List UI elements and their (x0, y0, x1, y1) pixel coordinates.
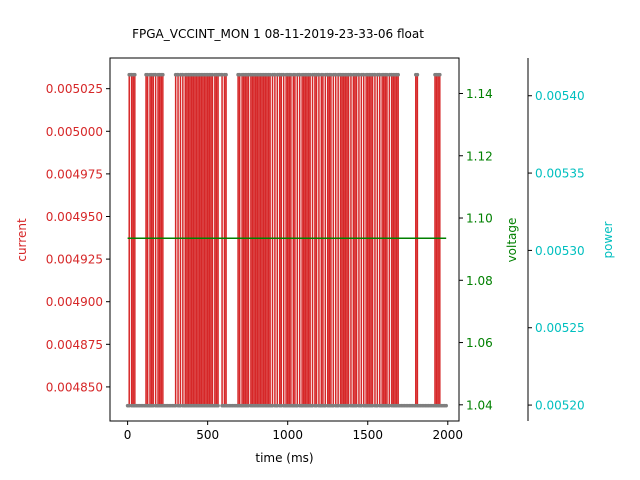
power-axis: 0.00520 0.00525 0.00530 0.00535 0.00540 (527, 58, 585, 421)
current-series-line (127, 73, 447, 407)
voltage-axis-label: voltage (505, 218, 519, 263)
voltage-tick-label: 1.10 (466, 212, 493, 226)
current-axis-label: current (15, 218, 29, 262)
current-tick-label: 0.004925 (46, 253, 103, 267)
current-point (161, 72, 165, 77)
plot-frame (109, 57, 460, 422)
current-series-markers (125, 72, 448, 408)
current-point (224, 72, 228, 77)
current-tick-label: 0.004950 (46, 210, 103, 224)
power-tick-label: 0.00520 (535, 399, 585, 413)
x-axis-label: time (ms) (255, 451, 313, 465)
current-point (396, 72, 400, 77)
current-tick-label: 0.005025 (46, 82, 103, 96)
voltage-tick-label: 1.08 (466, 274, 493, 288)
current-tick-label: 0.004875 (46, 338, 103, 352)
x-tick-label: 0 (124, 428, 132, 442)
current-point (216, 403, 220, 408)
current-point (133, 72, 137, 77)
power-tick-label: 0.00530 (535, 244, 585, 258)
current-tick-label: 0.004900 (46, 295, 103, 309)
voltage-tick-label: 1.12 (466, 149, 493, 163)
chart-title: FPGA_VCCINT_MON 1 08-11-2019-23-33-06 fl… (132, 27, 424, 41)
current-point (415, 72, 420, 77)
current-point (437, 72, 442, 77)
x-tick-label: 500 (196, 428, 219, 442)
x-axis: 0 500 1000 1500 2000 (124, 421, 463, 442)
x-tick-label: 1000 (272, 428, 303, 442)
power-axis-label: power (601, 221, 615, 258)
current-tick-label: 0.005000 (46, 125, 103, 139)
current-tick-label: 0.004975 (46, 167, 103, 181)
voltage-tick-label: 1.06 (466, 336, 493, 350)
current-line (127, 73, 447, 407)
plot-area (109, 57, 460, 422)
power-tick-label: 0.00535 (535, 167, 585, 181)
current-point (444, 403, 448, 408)
voltage-tick-label: 1.14 (466, 87, 493, 101)
voltage-axis: 1.04 1.06 1.08 1.10 1.12 1.14 (459, 87, 493, 412)
power-tick-label: 0.00525 (535, 321, 585, 335)
x-tick-label: 1500 (352, 428, 383, 442)
power-tick-label: 0.00540 (535, 89, 585, 103)
voltage-tick-label: 1.04 (466, 398, 493, 412)
current-axis: 0.004850 0.004875 0.004900 0.004925 0.004950… (46, 82, 110, 394)
current-tick-label: 0.004850 (46, 380, 103, 394)
x-tick-label: 2000 (433, 428, 464, 442)
